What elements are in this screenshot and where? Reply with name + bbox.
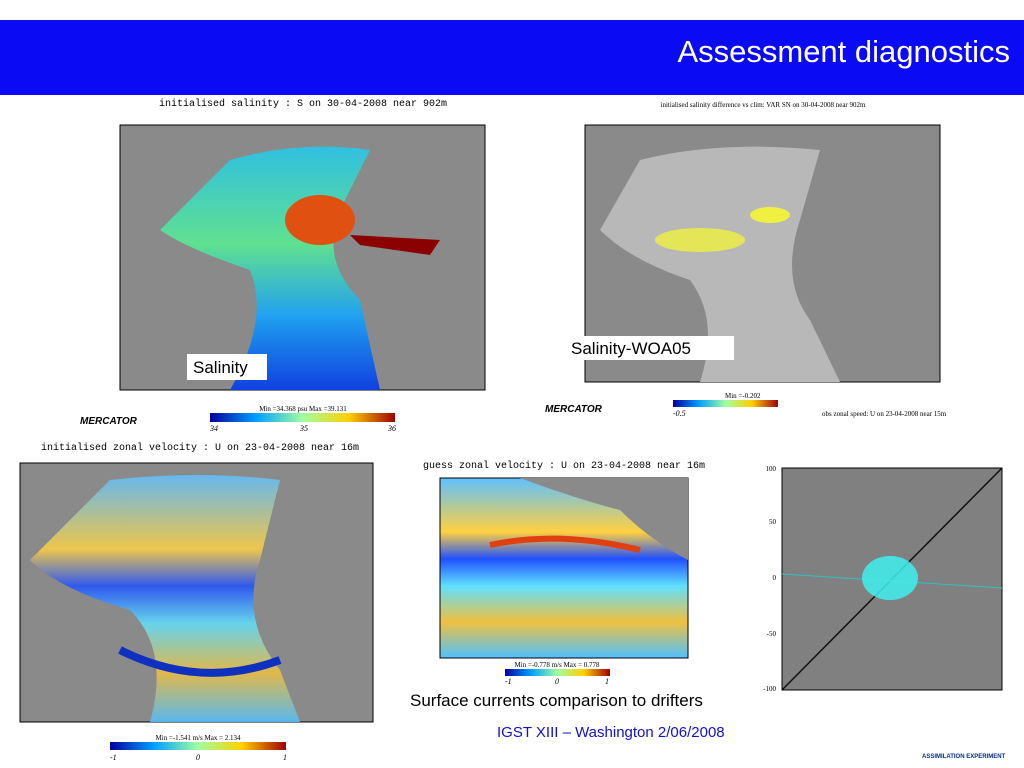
colorbar xyxy=(505,669,610,676)
y-tick-label: 0 xyxy=(773,574,777,582)
colorbar-tick: 0 xyxy=(196,753,200,762)
colorbar xyxy=(210,413,395,422)
colorbar-tick: -1 xyxy=(505,677,512,686)
map-caption: Salinity-WOA05 xyxy=(571,339,691,358)
land xyxy=(520,478,688,560)
point-cloud xyxy=(862,556,918,600)
ocean xyxy=(30,475,300,722)
ocean xyxy=(600,146,840,382)
logo: MERCATOR xyxy=(80,416,138,427)
slide-title: Assessment diagnostics xyxy=(677,34,1010,69)
note: obs zonal speed: U on 23-04-2008 near 15… xyxy=(822,410,947,418)
colorbar-tick: -0.5 xyxy=(673,409,686,418)
current xyxy=(489,535,641,553)
colorbar-range: Min =34.368 psu Max =39.131 xyxy=(259,405,347,413)
label-box xyxy=(568,336,734,360)
current xyxy=(118,646,282,677)
y-tick-label: 50 xyxy=(769,518,777,526)
map-title: initialised zonal velocity : U on 23-04-… xyxy=(41,442,359,454)
map-title: initialised salinity difference vs clim:… xyxy=(661,101,866,109)
colorbar-tick: 1 xyxy=(283,753,287,762)
colorbar-tick: 0 xyxy=(555,677,559,686)
colorbar-range: Min =-1.541 m/s Max = 2.134 xyxy=(155,734,241,742)
colorbar-tick: 34 xyxy=(209,424,218,433)
y-tick-label: 100 xyxy=(766,465,777,473)
anomaly xyxy=(750,207,790,223)
anomaly xyxy=(655,228,745,252)
colorbar-tick: 35 xyxy=(299,424,308,433)
colorbar xyxy=(110,742,286,750)
colorbar-range: Min =-0.202 xyxy=(725,392,761,400)
ocean xyxy=(350,235,440,255)
colorbar-tick: 1 xyxy=(605,677,609,686)
header-bar xyxy=(0,20,1024,95)
y-tick-label: -100 xyxy=(763,685,776,693)
footer-right: ASSIMILATION EXPERIMENT xyxy=(922,754,1006,760)
footer: IGST XIII – Washington 2/06/2008 xyxy=(497,724,725,741)
label-box xyxy=(187,354,267,380)
ocean xyxy=(285,195,355,245)
logo: MERCATOR xyxy=(545,404,603,415)
colorbar-range: Min =-0.778 m/s Max = 0.778 xyxy=(514,661,600,669)
map-title: guess zonal velocity : U on 23-04-2008 n… xyxy=(423,460,705,472)
colorbar xyxy=(673,400,778,407)
colorbar-tick: 36 xyxy=(387,424,396,433)
map-caption: Salinity xyxy=(193,358,248,377)
caption: Surface currents comparison to drifters xyxy=(410,691,703,710)
y-tick-label: -50 xyxy=(767,630,777,638)
map-title: initialised salinity : S on 30-04-2008 n… xyxy=(159,98,447,110)
colorbar-tick: -1 xyxy=(110,753,117,762)
